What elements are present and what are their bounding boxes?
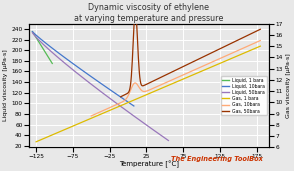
Legend: Liquid, 1 bara, Liquid, 10bara, Liquid, 50bara, Gas, 1 bara, Gas, 10bara, Gas, 5: Liquid, 1 bara, Liquid, 10bara, Liquid, … — [221, 76, 267, 115]
X-axis label: Temperature [°C]: Temperature [°C] — [119, 160, 179, 168]
Y-axis label: Gas viscosity [µPa·s]: Gas viscosity [µPa·s] — [285, 53, 290, 118]
Title: Dynamic viscosity of ethylene
at varying temperature and pressure: Dynamic viscosity of ethylene at varying… — [74, 3, 224, 23]
Text: The Engineering ToolBox: The Engineering ToolBox — [171, 156, 262, 162]
Y-axis label: Liquid viscosity [µPa·s]: Liquid viscosity [µPa·s] — [4, 50, 9, 121]
